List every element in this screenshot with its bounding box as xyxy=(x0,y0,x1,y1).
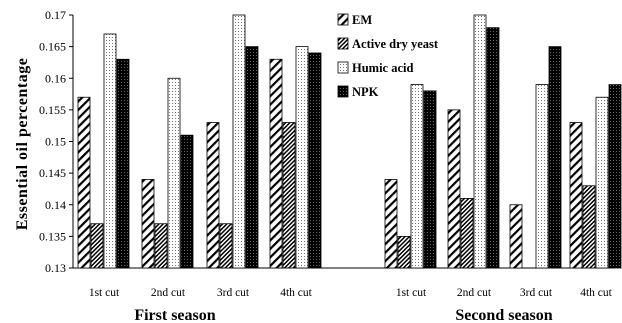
bar-npk-6 xyxy=(486,27,500,269)
bar-npk-7 xyxy=(548,46,562,269)
legend-swatch xyxy=(337,37,349,50)
bar-em-4 xyxy=(269,58,283,269)
bar-em-1 xyxy=(77,96,91,269)
bar-npk-5 xyxy=(423,90,437,269)
bar-active-dry-yeast-8 xyxy=(582,185,596,269)
y-tick-label: 0.135 xyxy=(39,229,66,243)
bar-active-dry-yeast-2 xyxy=(154,223,168,269)
x-tick-label: 1st cut xyxy=(396,287,427,299)
y-axis-label: Essential oil percentage xyxy=(14,58,31,231)
group-label: First season xyxy=(134,307,215,323)
legend-swatch xyxy=(337,85,349,98)
bar-humic-acid-5 xyxy=(410,84,424,269)
y-tick-label: 0.165 xyxy=(39,40,66,54)
bar-active-dry-yeast-4 xyxy=(282,122,296,269)
y-tick-label: 0.13 xyxy=(45,261,66,275)
bar-humic-acid-2 xyxy=(167,77,181,269)
y-tick-label: 0.14 xyxy=(45,198,66,212)
y-axis-ticks: 0.13 0.135 0.14 0.145 0.15 0.155 0.16 0.165 0.17 xyxy=(39,8,73,275)
legend: EM Active dry yeast Humic acid NPK xyxy=(337,13,439,99)
x-tick-label: 2nd cut xyxy=(457,287,492,299)
x-tick-label: 3rd cut xyxy=(520,287,553,299)
bar-em-2 xyxy=(141,179,155,269)
legend-label: EM xyxy=(352,13,372,27)
bar-humic-acid-6 xyxy=(473,14,487,269)
y-tick-label: 0.15 xyxy=(45,135,66,149)
bar-npk-4 xyxy=(308,52,322,269)
bar-em-7 xyxy=(509,204,523,269)
x-tick-label: 1st cut xyxy=(89,287,120,299)
x-axis-labels: 1st cut 2nd cut 3rd cut 4th cut First season… xyxy=(89,287,613,323)
legend-swatch xyxy=(337,61,349,74)
bar-em-8 xyxy=(569,122,583,269)
bar-active-dry-yeast-3 xyxy=(219,223,233,269)
bar-humic-acid-1 xyxy=(103,33,117,269)
x-tick-label: 4th cut xyxy=(280,287,312,299)
legend-label: NPK xyxy=(352,85,379,99)
legend-swatch xyxy=(337,13,349,26)
bar-active-dry-yeast-1 xyxy=(90,223,104,269)
bar-humic-acid-7 xyxy=(535,84,549,269)
legend-label: Active dry yeast xyxy=(352,37,439,51)
bar-npk-2 xyxy=(180,134,194,269)
bar-npk-3 xyxy=(245,46,259,269)
y-tick-label: 0.16 xyxy=(45,71,66,85)
bar-humic-acid-8 xyxy=(595,96,609,269)
x-tick-label: 3rd cut xyxy=(217,287,250,299)
bar-npk-1 xyxy=(116,58,130,269)
bar-active-dry-yeast-5 xyxy=(397,235,411,269)
bar-humic-acid-4 xyxy=(295,46,309,269)
bar-em-6 xyxy=(447,109,461,269)
x-tick-label: 2nd cut xyxy=(151,287,186,299)
group-label: Second season xyxy=(455,307,552,323)
bar-npk-8 xyxy=(608,84,622,269)
y-tick-label: 0.17 xyxy=(45,8,66,22)
bar-em-5 xyxy=(384,179,398,269)
y-tick-label: 0.155 xyxy=(39,103,66,117)
bar-em-3 xyxy=(206,122,220,269)
bars xyxy=(77,14,622,269)
legend-label: Humic acid xyxy=(352,61,414,75)
x-tick-label: 4th cut xyxy=(580,287,612,299)
bar-humic-acid-3 xyxy=(232,14,246,269)
bar-active-dry-yeast-6 xyxy=(460,198,474,269)
y-tick-label: 0.145 xyxy=(39,166,66,180)
